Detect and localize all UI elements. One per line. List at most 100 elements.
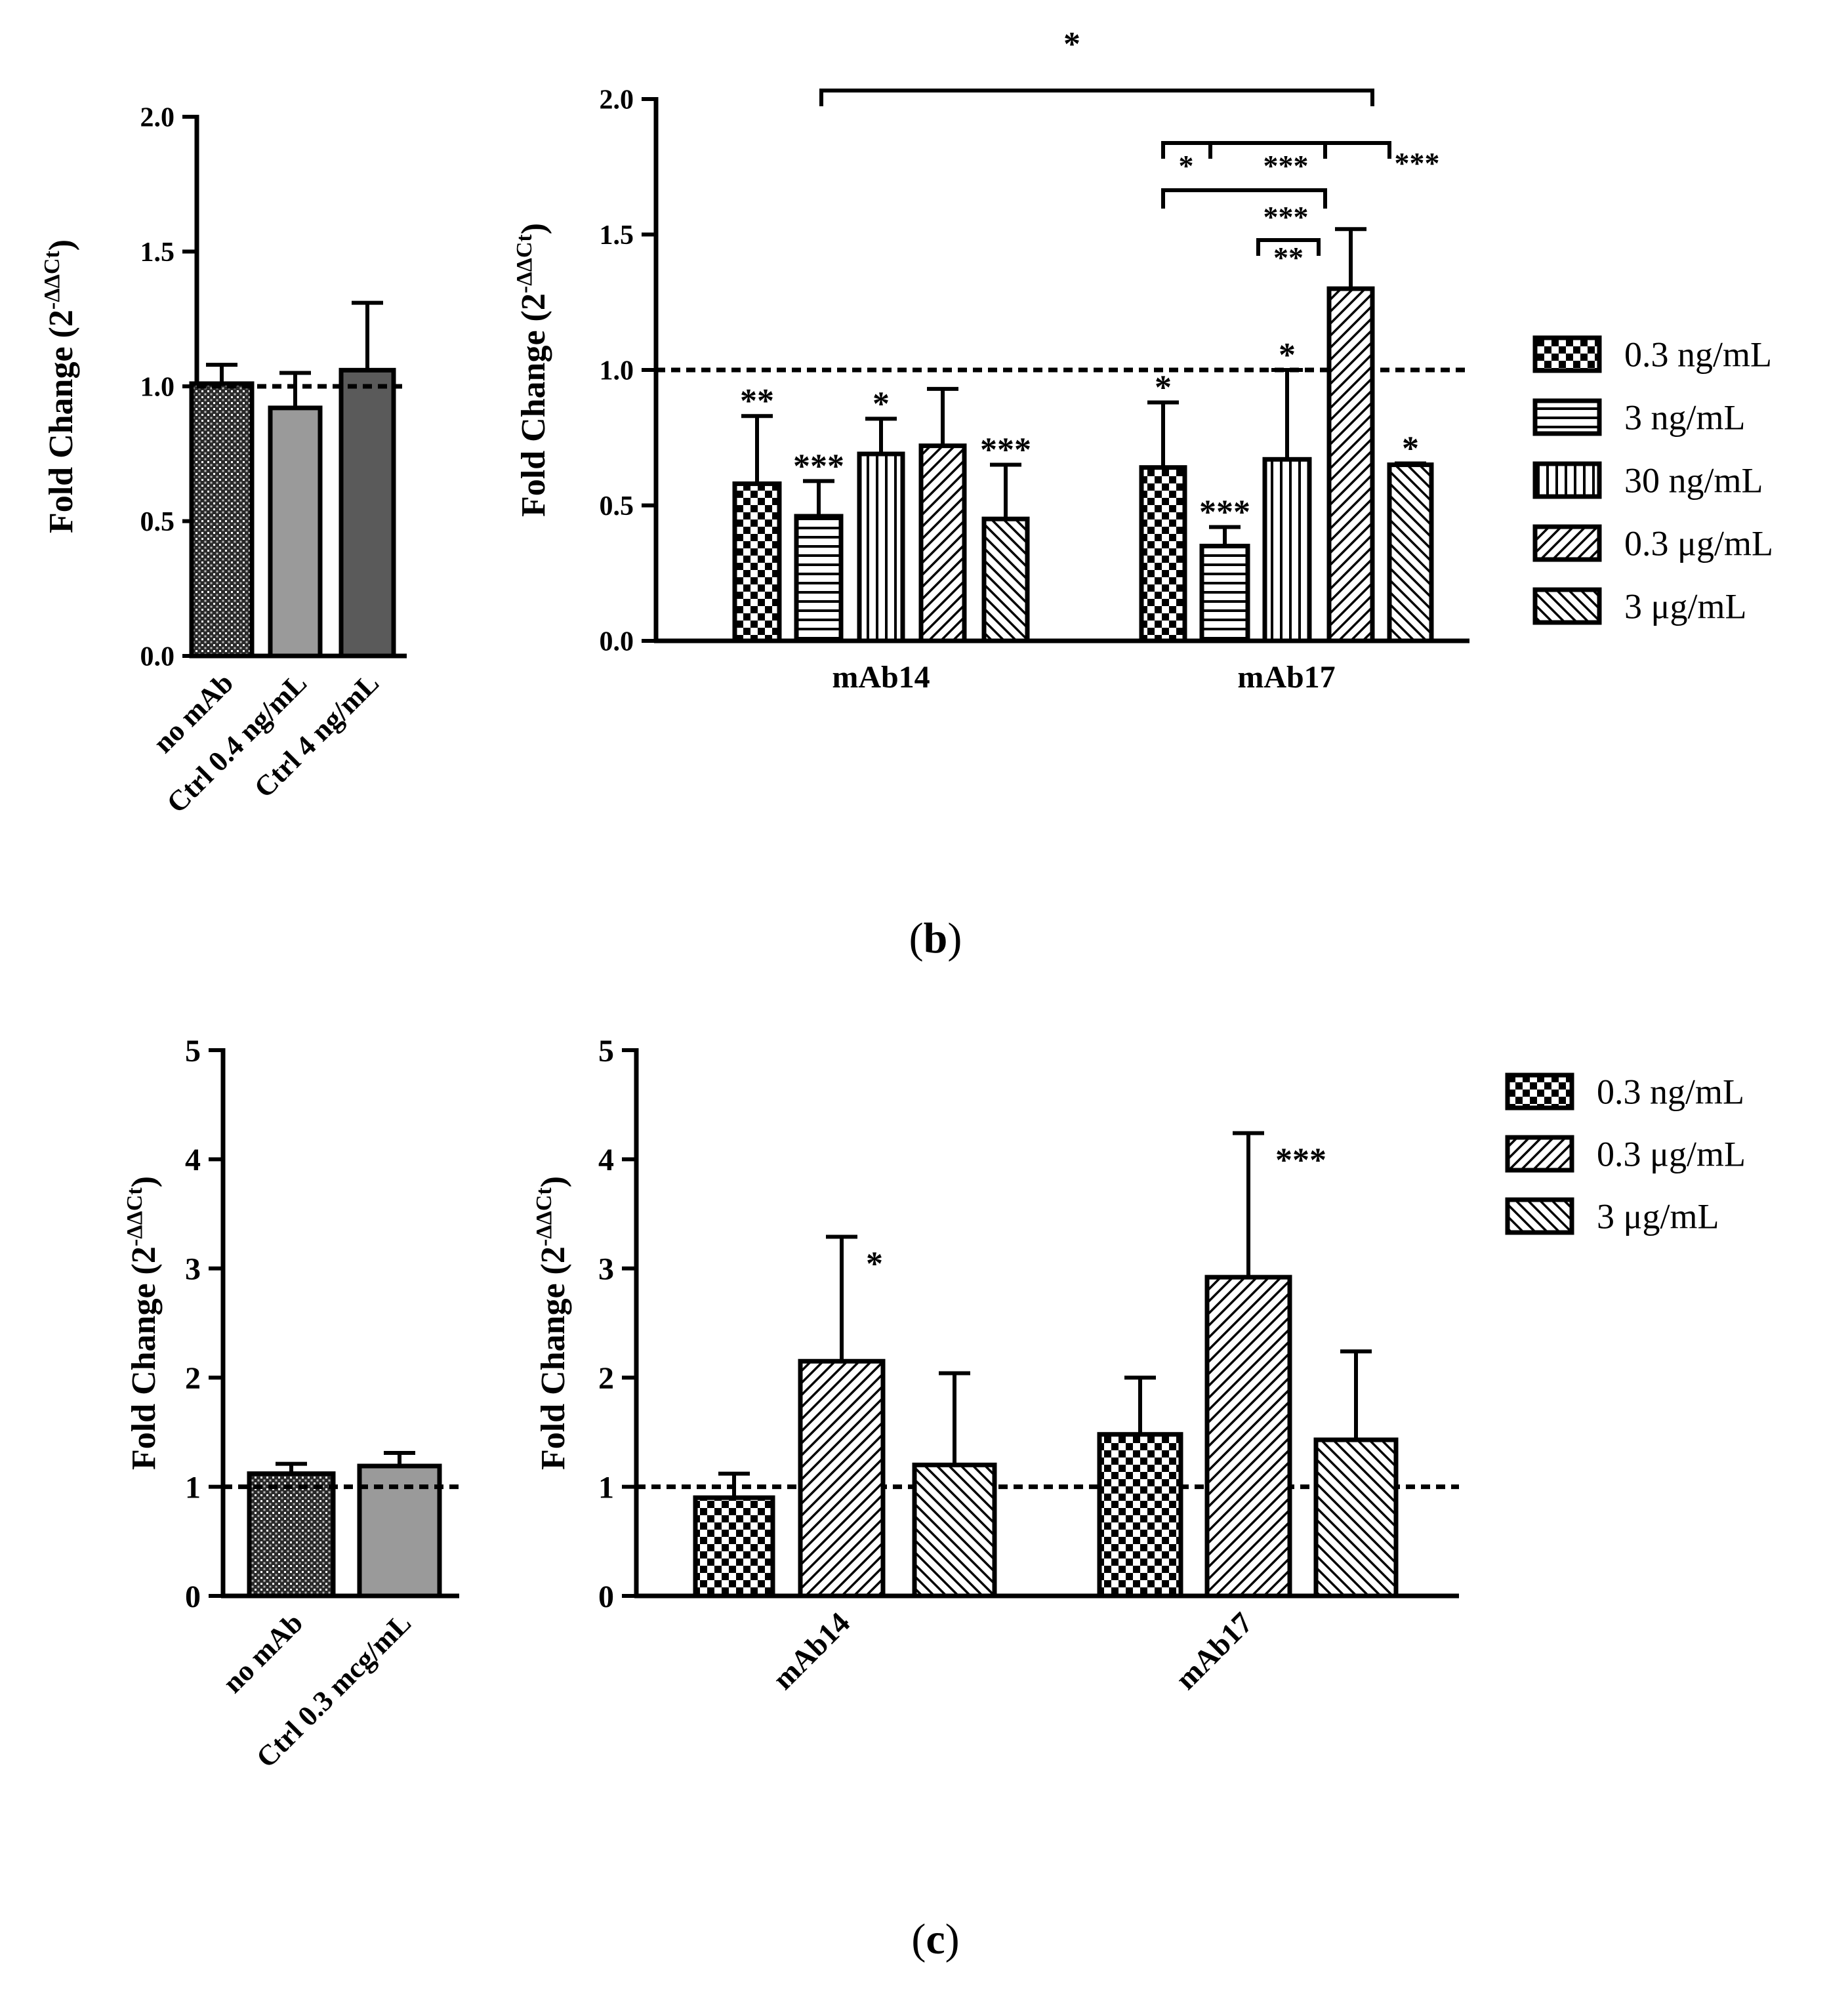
b-treat-y-label: Fold Change (2-ΔΔCt) — [512, 223, 552, 517]
b-treat-significance-mark: * — [1402, 430, 1419, 467]
b-treat-y-label-text: Fold Change (2 — [515, 293, 552, 517]
c-treat-bar — [1313, 1437, 1399, 1599]
c-treat-category-label: mAb14 — [766, 1606, 856, 1696]
c-treat-bar — [1097, 1432, 1183, 1599]
b-treat-legend-label: 30 ng/mL — [1624, 460, 1763, 500]
c-treat-legend-swatch — [1505, 1072, 1574, 1111]
b-treat-bar — [1262, 457, 1312, 643]
c-treat-legend-label: 3 μg/mL — [1597, 1196, 1719, 1236]
c-treat-legend-label: 0.3 ng/mL — [1597, 1072, 1744, 1111]
b-ctrl-y-label: Fold Change (2-ΔΔCt) — [40, 239, 80, 533]
c-treat-legend-swatch — [1505, 1197, 1574, 1235]
c-treat-bar — [798, 1358, 886, 1599]
b-ctrl-bar — [339, 367, 396, 659]
c-ctrl-ytick-label: 4 — [185, 1143, 201, 1177]
b-treat-category-label: mAb17 — [1237, 660, 1335, 695]
b-treat-legend-swatch — [1532, 587, 1602, 625]
b-treat-bracket — [1256, 238, 1321, 256]
b-ctrl-category-label: Ctrl 4 ng/mL — [248, 666, 385, 804]
b-treat-legend-label: 3 ng/mL — [1624, 398, 1746, 437]
b-ctrl-bar — [268, 405, 323, 659]
c-ctrl-y-label-close: ) — [125, 1176, 163, 1187]
b-treat-bar — [794, 514, 844, 643]
b-treat-bar — [732, 481, 782, 643]
b-ctrl-y-label-exponent: -ΔΔCt — [40, 251, 64, 310]
c-ctrl-ytick-label: 5 — [185, 1034, 201, 1069]
b-treat-legend-label: 0.3 ng/mL — [1624, 335, 1772, 374]
b-treat-y-label-close: ) — [515, 223, 552, 234]
b-treat-bracket — [1161, 141, 1391, 159]
c-treat-legend-swatch — [1505, 1135, 1574, 1173]
b-treat-significance-mark: * — [873, 385, 890, 422]
b-treat-ytick-label: 0.5 — [600, 491, 634, 521]
c-ctrl-ytick-label: 0 — [185, 1580, 201, 1614]
b-treat-category-label: mAb14 — [832, 660, 930, 695]
b-treat-legend-label: 3 μg/mL — [1624, 586, 1746, 626]
b-treat-significance-mark: * — [1279, 336, 1296, 374]
c-treat-y-label-close: ) — [535, 1176, 572, 1187]
c-ctrl-y-label-exponent: -ΔΔCt — [123, 1187, 147, 1247]
c-ctrl-y-label-text: Fold Change (2 — [125, 1246, 163, 1470]
b-treat-ytick-label: 1.5 — [600, 220, 634, 251]
b-treat-bar — [857, 451, 905, 643]
c-ctrl-ytick-label: 3 — [185, 1252, 201, 1287]
b-treat-ytick-label: 1.0 — [600, 356, 634, 386]
b-treat-legend-swatch — [1532, 524, 1602, 562]
b-treat-legend-label: 0.3 μg/mL — [1624, 523, 1773, 563]
b-treat-bar — [1199, 543, 1250, 643]
b-treat-bar — [1139, 465, 1187, 643]
b-ctrl-ytick-label: 1.0 — [140, 373, 175, 403]
b-treat-significance-mark: *** — [980, 432, 1031, 469]
c-treat-bar — [1204, 1274, 1292, 1599]
panel-c-treatment-chart: 0 1 2 3 4 5 Fold Change (2-ΔΔCt) * mAb14 *** mAb17… — [532, 1034, 1746, 1696]
b-treat-significance-mark: *** — [793, 447, 844, 485]
c-treat-ytick-label: 3 — [598, 1252, 614, 1287]
b-treat-bracket-label: * — [1179, 149, 1194, 182]
c-treat-y-label-text: Fold Change (2 — [535, 1246, 572, 1470]
b-treat-bracket — [1161, 188, 1327, 209]
c-treat-ytick-label: 5 — [598, 1034, 614, 1069]
c-treat-bar — [912, 1462, 997, 1599]
b-treat-bar — [918, 443, 967, 643]
b-ctrl-ytick-label: 1.5 — [140, 237, 175, 268]
b-treat-ytick-label: 0.0 — [600, 627, 634, 657]
b-treat-ytick-label: 2.0 — [600, 85, 634, 115]
b-treat-y-label-exponent: -ΔΔCt — [512, 234, 537, 294]
b-ctrl-ytick-label: 0.0 — [140, 642, 175, 672]
b-ctrl-ytick-label: 0.5 — [140, 507, 175, 537]
c-treat-legend-label: 0.3 μg/mL — [1597, 1134, 1746, 1173]
c-treat-ytick-label: 0 — [598, 1580, 614, 1614]
b-treat-bracket-label: *** — [1263, 149, 1309, 182]
b-treat-bar — [1326, 286, 1375, 643]
b-ctrl-ytick-label: 2.0 — [140, 103, 175, 133]
b-treat-bar — [1387, 462, 1434, 643]
c-treat-ytick-label: 4 — [598, 1143, 614, 1177]
c-ctrl-category-label: no mAb — [216, 1606, 309, 1699]
b-treat-significance-mark: * — [1155, 369, 1172, 407]
b-treat-bracket-label: ** — [1273, 241, 1304, 274]
b-treat-bar — [981, 516, 1030, 643]
c-ctrl-bar — [247, 1471, 336, 1599]
c-treat-bar — [693, 1495, 775, 1599]
b-treat-legend-swatch — [1532, 398, 1602, 436]
c-treat-y-label-exponent: -ΔΔCt — [532, 1187, 556, 1247]
b-ctrl-y-label-close: ) — [43, 239, 80, 251]
c-treat-category-label: mAb17 — [1169, 1606, 1259, 1696]
panel-b-caption: (b) — [909, 914, 962, 962]
c-treat-y-label: Fold Change (2-ΔΔCt) — [532, 1176, 572, 1470]
b-treat-bracket-label: *** — [1263, 200, 1309, 234]
c-treat-ytick-label: 2 — [598, 1361, 614, 1396]
c-ctrl-y-label: Fold Change (2-ΔΔCt) — [123, 1176, 163, 1470]
b-treat-bracket-label: * — [1063, 26, 1080, 63]
panel-c-caption: (c) — [911, 1915, 959, 1963]
b-treat-significance-mark: *** — [1199, 494, 1250, 531]
c-treat-ytick-label: 1 — [598, 1470, 614, 1505]
b-treat-bracket-label: *** — [1395, 146, 1440, 180]
b-treat-legend-swatch — [1532, 335, 1602, 373]
b-treat-significance-mark: ** — [740, 382, 774, 420]
b-ctrl-bar — [189, 381, 255, 659]
c-ctrl-ytick-label: 2 — [185, 1361, 201, 1396]
